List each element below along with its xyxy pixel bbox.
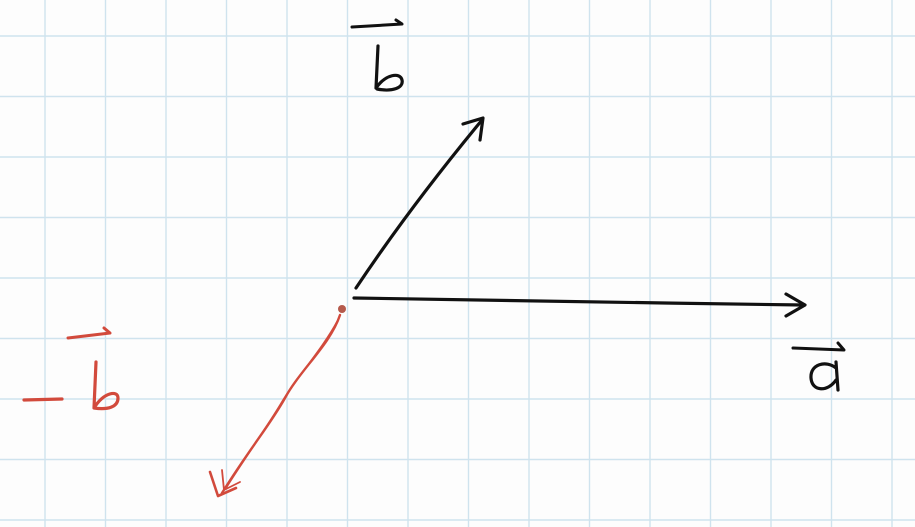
vector-a-shaft — [352, 296, 805, 307]
vector-b-arrowhead — [461, 116, 485, 142]
label-vector-a: a — [791, 341, 846, 392]
label-a-glyph — [809, 360, 840, 392]
vector-b — [354, 116, 485, 290]
label-b-glyph — [374, 44, 404, 92]
vector-neg-b-arrowhead — [208, 470, 238, 498]
vector-neg-b — [208, 313, 342, 498]
vector-a-arrowhead — [784, 292, 807, 318]
label-b-vector-bar — [350, 18, 404, 29]
label-neg-b-minus — [22, 397, 64, 402]
label-vector-b: b — [350, 18, 404, 92]
label-neg-b-glyph — [92, 360, 120, 411]
vector-neg-b-arrowhead-inner — [221, 469, 241, 491]
label-neg-b-vector-bar — [66, 326, 112, 340]
label-vector-neg-b: - b — [22, 326, 120, 411]
origin-point — [338, 305, 346, 313]
vector-a — [352, 292, 807, 318]
vector-neg-b-shaft-retrace — [225, 319, 339, 489]
vector-b-shaft — [354, 118, 484, 290]
label-a-vector-bar — [791, 341, 846, 352]
